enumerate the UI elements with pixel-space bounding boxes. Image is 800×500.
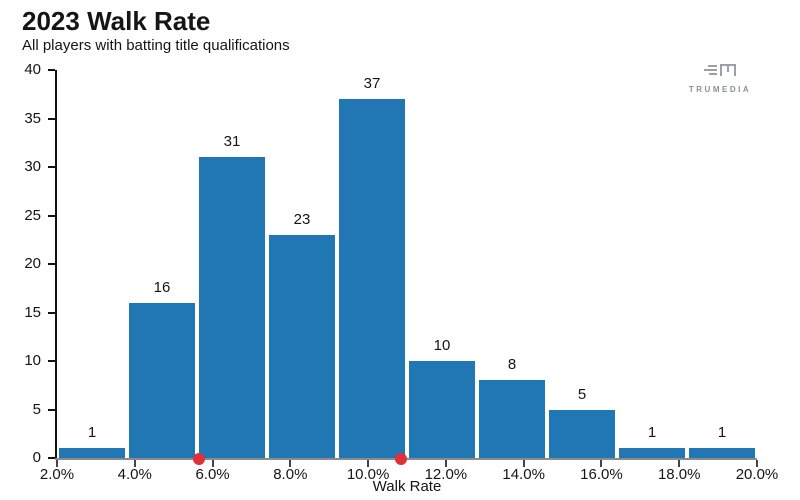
chart-header: 2023 Walk Rate All players with batting … bbox=[22, 6, 290, 55]
bar-value-label-5: 10 bbox=[433, 337, 451, 354]
histogram-bar-8 bbox=[619, 448, 685, 458]
y-tick-0 bbox=[48, 457, 55, 459]
bar-value-label-7: 5 bbox=[577, 385, 587, 403]
y-tick-label-15: 15 bbox=[24, 303, 41, 321]
bar-value-label-1: 16 bbox=[153, 278, 171, 296]
x-tick-1 bbox=[133, 460, 136, 467]
y-tick-label-25: 25 bbox=[24, 206, 41, 224]
y-tick-25 bbox=[48, 214, 55, 217]
marker-dot-1 bbox=[395, 453, 408, 465]
x-tick-2 bbox=[211, 460, 214, 467]
histogram-bar-3 bbox=[269, 234, 335, 458]
y-tick-label-20: 20 bbox=[24, 255, 41, 272]
histogram-bar-7 bbox=[549, 409, 615, 458]
x-tick-label-9: 20.0% bbox=[735, 466, 779, 483]
bar-value-label-3: 23 bbox=[293, 210, 311, 228]
y-tick-30 bbox=[48, 166, 55, 168]
x-tick-3 bbox=[289, 460, 292, 467]
histogram-bar-9 bbox=[689, 448, 755, 458]
y-tick-label-0: 0 bbox=[32, 449, 41, 466]
x-tick-label-5: 12.0% bbox=[424, 466, 468, 483]
trumedia-logo-icon bbox=[704, 64, 736, 76]
y-tick-label-35: 35 bbox=[24, 109, 41, 127]
trumedia-logo-text: TRUMEDIA bbox=[688, 85, 752, 94]
x-tick-label-7: 16.0% bbox=[580, 466, 623, 483]
x-tick-6 bbox=[522, 460, 525, 467]
histogram-bar-6 bbox=[479, 380, 545, 458]
x-tick-label-8: 18.0% bbox=[657, 466, 701, 483]
histogram-bar-4 bbox=[339, 99, 405, 458]
bar-value-label-2: 31 bbox=[223, 133, 241, 151]
y-tick-35 bbox=[48, 117, 55, 120]
bar-value-label-4: 37 bbox=[363, 75, 381, 93]
page-title: 2023 Walk Rate bbox=[22, 6, 211, 36]
y-tick-label-30: 30 bbox=[24, 158, 41, 175]
histogram-bar-5 bbox=[409, 361, 475, 458]
plot-area: Walk Rate 1 16 31 23 37 10 8 5 1 1 0 5 10 15 20 25 30 35 4… bbox=[24, 61, 778, 495]
x-tick-7 bbox=[600, 460, 603, 467]
x-tick-8 bbox=[678, 460, 681, 467]
y-tick-label-40: 40 bbox=[24, 61, 41, 78]
histogram-bar-1 bbox=[129, 302, 195, 458]
bar-value-label-6: 8 bbox=[507, 356, 517, 374]
bar-value-label-0: 1 bbox=[87, 424, 97, 442]
y-tick-20 bbox=[48, 263, 55, 265]
trumedia-logo: TRUMEDIA bbox=[684, 62, 756, 94]
x-tick-label-2: 6.0% bbox=[195, 466, 230, 483]
marker-dot-0 bbox=[192, 453, 205, 465]
bar-value-label-9: 1 bbox=[717, 424, 727, 442]
x-tick-9 bbox=[756, 460, 758, 467]
x-axis-title: Walk Rate bbox=[372, 478, 442, 495]
x-tick-label-0: 2.0% bbox=[39, 466, 75, 483]
y-tick-10 bbox=[48, 360, 55, 362]
histogram-bar-0 bbox=[59, 448, 125, 458]
x-tick-label-1: 4.0% bbox=[117, 466, 152, 483]
histogram-bar-2 bbox=[199, 157, 265, 458]
x-tick-label-6: 14.0% bbox=[502, 466, 545, 483]
y-tick-5 bbox=[48, 408, 55, 411]
y-tick-15 bbox=[48, 311, 55, 314]
x-tick-label-4: 10.0% bbox=[346, 466, 390, 483]
x-tick-0 bbox=[56, 460, 58, 467]
x-tick-4 bbox=[367, 460, 370, 467]
y-tick-label-10: 10 bbox=[24, 352, 41, 369]
x-tick-label-3: 8.0% bbox=[273, 466, 308, 483]
y-axis-line bbox=[55, 70, 57, 460]
bar-value-label-8: 1 bbox=[647, 424, 657, 442]
y-tick-40 bbox=[48, 69, 55, 71]
page-subtitle: All players with batting title qualifica… bbox=[22, 37, 290, 54]
y-tick-label-5: 5 bbox=[32, 400, 41, 418]
x-tick-5 bbox=[444, 460, 447, 467]
